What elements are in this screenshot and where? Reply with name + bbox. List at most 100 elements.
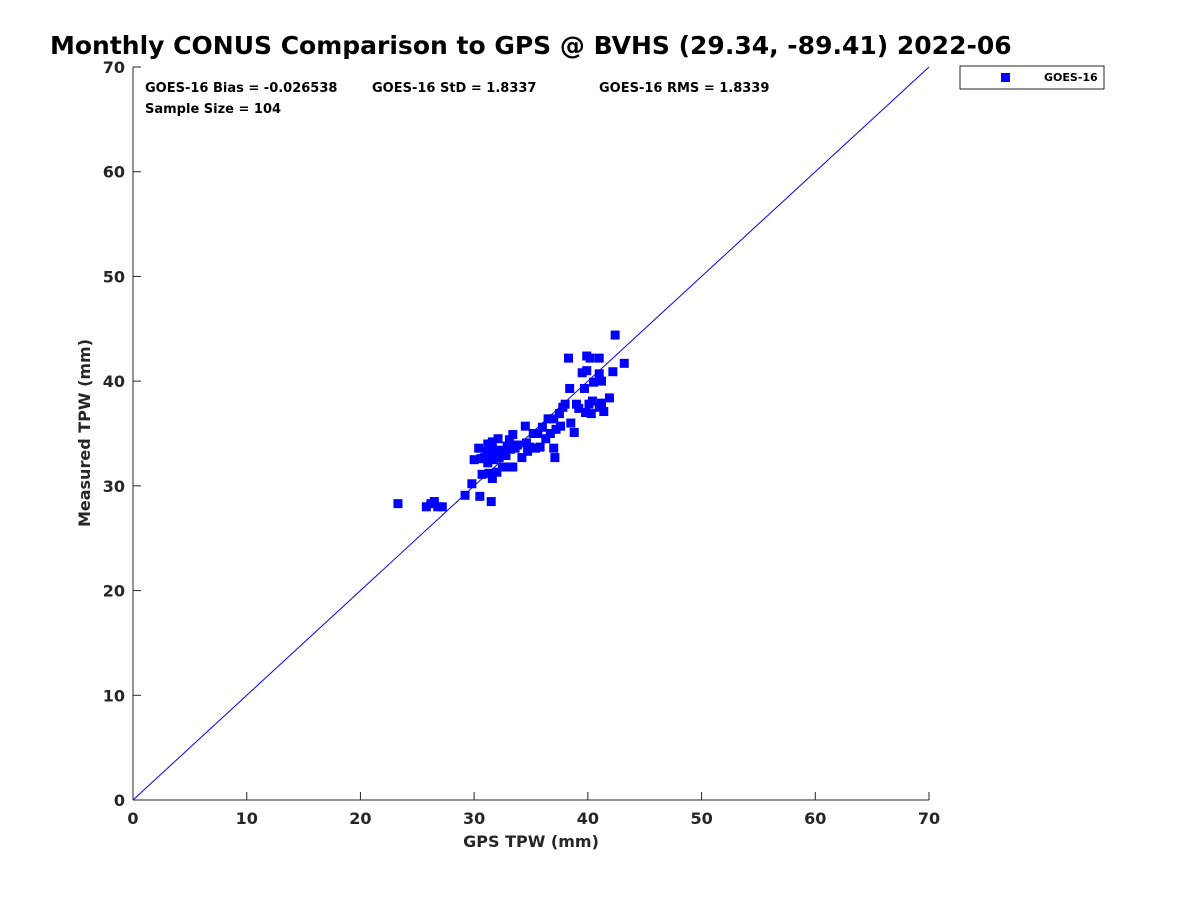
data-point bbox=[528, 429, 538, 438]
data-point bbox=[508, 430, 518, 440]
stat-rms: GOES-16 RMS = 1.8339 bbox=[599, 81, 769, 96]
data-point bbox=[581, 408, 591, 418]
data-point bbox=[498, 462, 508, 472]
legend-label-goes-16: GOES-16 bbox=[1044, 71, 1098, 84]
data-point bbox=[535, 442, 545, 452]
data-point bbox=[550, 453, 560, 463]
y-tick-label: 60 bbox=[103, 163, 125, 182]
data-points bbox=[393, 330, 629, 512]
data-point bbox=[501, 450, 511, 460]
data-point bbox=[554, 409, 564, 419]
data-point bbox=[560, 399, 570, 409]
x-axis-label: GPS TPW (mm) bbox=[463, 832, 599, 851]
data-point bbox=[566, 418, 576, 428]
data-point bbox=[487, 474, 497, 484]
data-point bbox=[487, 437, 497, 447]
data-point bbox=[469, 455, 479, 465]
data-point bbox=[551, 424, 561, 434]
x-tick-label: 60 bbox=[804, 809, 826, 828]
data-point bbox=[484, 468, 494, 478]
data-point bbox=[610, 330, 620, 340]
data-point bbox=[492, 467, 502, 477]
data-point bbox=[541, 434, 551, 444]
data-point bbox=[574, 403, 584, 413]
data-point bbox=[437, 502, 447, 512]
data-point bbox=[594, 369, 604, 379]
stat-std: GOES-16 StD = 1.8337 bbox=[372, 81, 536, 96]
data-point bbox=[597, 398, 607, 408]
data-point bbox=[393, 499, 403, 509]
data-point bbox=[608, 367, 618, 377]
x-tick-label: 70 bbox=[918, 809, 940, 828]
y-tick-label: 40 bbox=[103, 372, 125, 391]
data-point bbox=[433, 502, 443, 512]
y-tick-label: 30 bbox=[103, 477, 125, 496]
data-point bbox=[577, 368, 587, 378]
data-point bbox=[565, 383, 575, 393]
data-point bbox=[604, 393, 614, 403]
data-point bbox=[549, 443, 559, 453]
data-point bbox=[467, 479, 477, 489]
data-point bbox=[512, 440, 522, 450]
data-point bbox=[474, 443, 484, 453]
data-point bbox=[586, 409, 596, 419]
legend-marker-goes-16 bbox=[1001, 73, 1010, 82]
data-point bbox=[491, 445, 501, 455]
legend: GOES-16 bbox=[959, 65, 1105, 90]
data-point bbox=[504, 435, 514, 445]
data-point bbox=[520, 421, 530, 431]
data-point bbox=[569, 427, 579, 437]
data-point bbox=[556, 421, 566, 431]
data-point bbox=[531, 443, 541, 453]
data-point bbox=[483, 458, 493, 468]
data-point bbox=[483, 439, 493, 449]
data-point bbox=[545, 429, 555, 438]
data-point bbox=[475, 491, 485, 501]
data-point bbox=[525, 442, 535, 452]
data-point bbox=[460, 490, 470, 500]
data-point bbox=[585, 353, 595, 363]
chart-title: Monthly CONUS Comparison to GPS @ BVHS (… bbox=[50, 31, 1012, 60]
data-point bbox=[582, 366, 592, 376]
y-tick-label: 0 bbox=[114, 791, 125, 810]
data-point bbox=[503, 462, 513, 472]
data-point bbox=[482, 446, 492, 456]
x-tick-label: 40 bbox=[577, 809, 599, 828]
y-tick-label: 10 bbox=[103, 686, 125, 705]
data-point bbox=[421, 502, 431, 512]
x-tick-label: 20 bbox=[349, 809, 371, 828]
data-point bbox=[517, 453, 527, 463]
data-point bbox=[486, 444, 496, 454]
legend-box bbox=[959, 65, 1105, 90]
data-point bbox=[587, 396, 597, 406]
data-point bbox=[594, 353, 604, 363]
data-point bbox=[506, 444, 516, 454]
data-point bbox=[494, 453, 504, 463]
x-tick-label: 10 bbox=[236, 809, 258, 828]
x-tick-label: 0 bbox=[127, 809, 138, 828]
data-point bbox=[549, 414, 559, 424]
data-point bbox=[493, 434, 503, 444]
data-point bbox=[488, 455, 498, 465]
stat-sample-size: Sample Size = 104 bbox=[145, 102, 281, 117]
data-point bbox=[564, 353, 574, 363]
plot-axes: 0 10 20 30 40 50 60 70 0 10 20 30 40 50 60 70 bbox=[103, 58, 940, 828]
y-tick-label: 50 bbox=[103, 267, 125, 286]
data-point bbox=[429, 497, 439, 507]
y-tick-label: 70 bbox=[103, 58, 125, 77]
data-point bbox=[486, 497, 496, 507]
data-point bbox=[537, 422, 547, 432]
data-point bbox=[599, 407, 609, 417]
data-point bbox=[533, 429, 543, 438]
data-point bbox=[597, 376, 607, 386]
data-point bbox=[477, 469, 487, 479]
data-point bbox=[579, 383, 589, 393]
y-axis-label: Measured TPW (mm) bbox=[75, 339, 94, 527]
stat-bias: GOES-16 Bias = -0.026538 bbox=[145, 81, 337, 96]
data-point bbox=[543, 414, 553, 424]
data-point bbox=[508, 462, 518, 472]
data-point bbox=[619, 358, 629, 368]
x-tick-label: 30 bbox=[463, 809, 485, 828]
y-tick-label: 20 bbox=[103, 582, 125, 601]
